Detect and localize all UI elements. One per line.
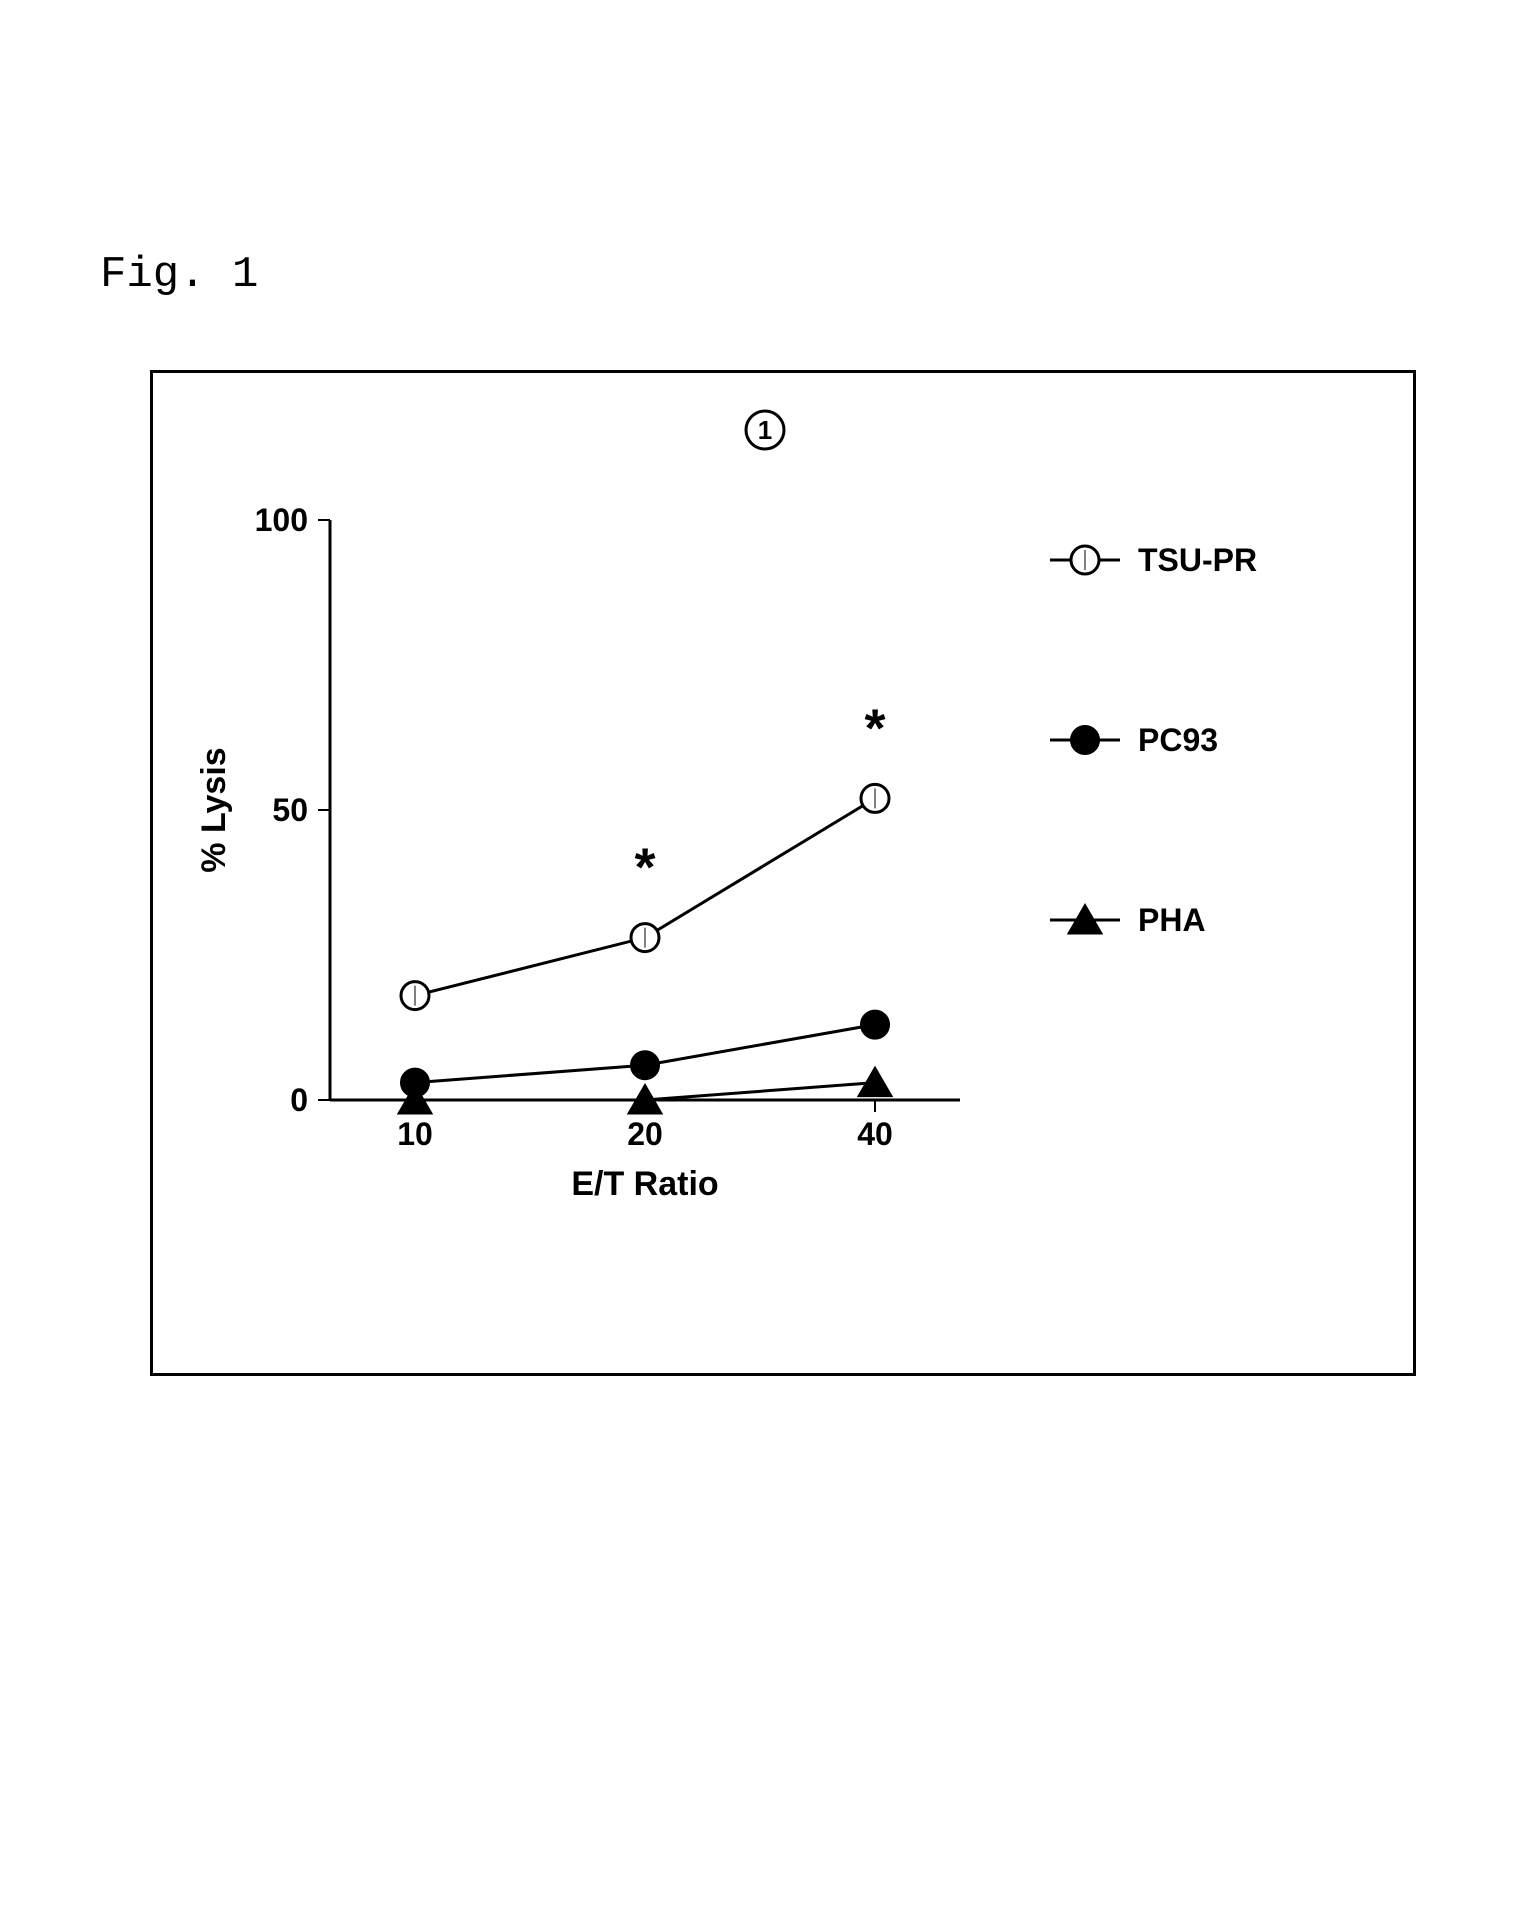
significance-star: *	[864, 698, 885, 758]
data-marker	[631, 1051, 659, 1079]
legend-label: PC93	[1138, 722, 1218, 758]
panel-marker-number: 1	[758, 415, 772, 445]
x-tick-label: 40	[857, 1116, 893, 1152]
data-marker	[861, 1011, 889, 1039]
y-tick-label: 50	[272, 792, 308, 828]
y-tick-label: 100	[255, 502, 308, 538]
data-marker	[1071, 726, 1099, 754]
legend-label: PHA	[1138, 902, 1206, 938]
significance-star: *	[634, 838, 655, 898]
y-axis-title: % Lysis	[195, 747, 233, 872]
y-tick-label: 0	[290, 1082, 308, 1118]
lysis-chart: 1050100% Lysis102040E/T Ratio**TSU-PRPC9…	[0, 0, 1536, 1920]
x-tick-label: 20	[627, 1116, 663, 1152]
data-marker	[859, 1068, 892, 1097]
x-axis-title: E/T Ratio	[571, 1165, 718, 1203]
x-tick-label: 10	[397, 1116, 433, 1152]
legend-label: TSU-PR	[1138, 542, 1257, 578]
